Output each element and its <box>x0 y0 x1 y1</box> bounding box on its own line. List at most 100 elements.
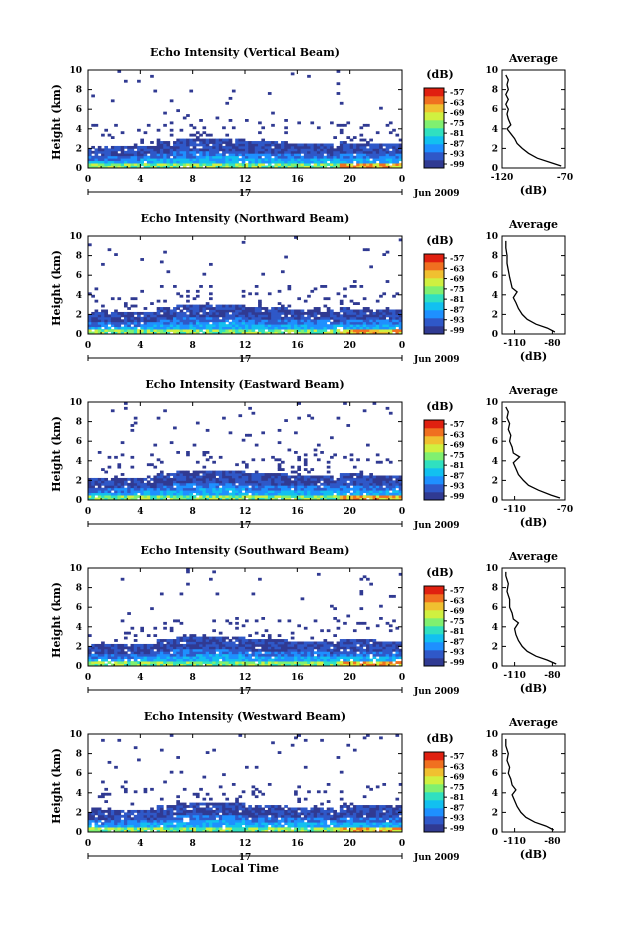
heatmap-cell <box>326 643 331 647</box>
heatmap-cell <box>173 150 177 154</box>
heatmap-cell <box>159 656 164 660</box>
heatmap-cell <box>231 163 236 166</box>
heatmap-cell <box>209 158 213 162</box>
heatmap-cell <box>222 485 226 489</box>
heatmap-cell <box>346 163 351 166</box>
colorbar-swatch <box>424 310 444 319</box>
heatmap-cell <box>228 482 233 486</box>
heatmap-cell <box>287 482 292 486</box>
heatmap-cell <box>238 473 243 476</box>
heatmap-cell <box>169 316 174 320</box>
heatmap-cell <box>110 663 115 667</box>
heatmap-cell <box>274 663 279 667</box>
heatmap-cell <box>215 646 220 650</box>
heatmap-cell <box>366 653 370 657</box>
heatmap-cell <box>310 150 315 154</box>
heatmap-cell <box>254 158 259 162</box>
heatmap-cell <box>192 309 197 313</box>
heatmap-cell <box>388 629 393 633</box>
heatmap-cell <box>251 473 256 476</box>
heatmap-cell <box>264 658 269 662</box>
heatmap-cell <box>245 163 249 166</box>
heatmap-cell <box>173 656 177 660</box>
heatmap-cell <box>94 817 99 821</box>
heatmap-cell <box>120 453 125 457</box>
heatmap-cell <box>290 663 295 667</box>
heatmap-cell <box>284 490 288 494</box>
heatmap-cell <box>290 470 295 474</box>
heatmap-cell <box>209 331 213 335</box>
heatmap-cell <box>192 158 197 162</box>
heatmap-cell <box>159 329 164 332</box>
heatmap-cell <box>186 480 190 484</box>
heatmap-cell <box>290 490 295 494</box>
heatmap-cell <box>323 658 328 662</box>
heatmap-cell <box>313 658 318 662</box>
heatmap-cell <box>280 324 285 328</box>
heatmap-cell <box>326 656 331 660</box>
heatmap-cell <box>169 311 174 315</box>
heatmap-cell <box>153 663 158 667</box>
colorbar-tick-label: -57 <box>450 253 464 263</box>
heatmap-cell <box>336 165 341 169</box>
heatmap-cell <box>228 316 233 320</box>
heatmap-cell <box>300 321 305 325</box>
heatmap-cell <box>267 324 272 328</box>
heatmap-cell <box>159 827 164 830</box>
heatmap-cell <box>398 656 403 660</box>
heatmap-cell <box>346 482 351 486</box>
heatmap-cell <box>300 143 305 147</box>
heatmap-cell <box>209 473 213 476</box>
x-tick-label: 4 <box>137 341 143 351</box>
heatmap-cell <box>287 490 292 494</box>
heatmap-cell <box>120 643 125 647</box>
heatmap-cell <box>379 651 383 655</box>
heatmap-cell <box>320 646 324 650</box>
heatmap-cell <box>97 487 102 491</box>
heatmap-cell <box>166 809 171 813</box>
heatmap-cell <box>189 133 194 137</box>
heatmap-cell <box>258 490 262 494</box>
heatmap-cell <box>248 143 252 147</box>
heatmap-cell <box>307 158 311 162</box>
heatmap-cell <box>150 316 154 320</box>
heatmap-cell <box>156 643 161 647</box>
heatmap-cell <box>97 814 102 818</box>
heatmap-cell <box>251 141 256 144</box>
heatmap-cell <box>107 163 112 166</box>
heatmap-cell <box>163 477 167 481</box>
heatmap-cell <box>362 495 367 498</box>
heatmap-cell <box>251 324 256 328</box>
heatmap-cell <box>130 812 135 816</box>
heatmap-cell <box>104 651 109 655</box>
heatmap-cell <box>379 641 383 645</box>
heatmap-cell <box>101 651 105 655</box>
heatmap-cell <box>117 653 122 657</box>
heatmap-cell <box>150 643 154 647</box>
heatmap-cell <box>248 661 252 664</box>
heatmap-cell <box>300 497 305 501</box>
heatmap-cell <box>385 331 390 335</box>
heatmap-cell <box>228 639 233 642</box>
colorbar-swatch <box>424 326 444 335</box>
heatmap-cell <box>127 817 131 821</box>
heatmap-cell <box>94 651 99 655</box>
heatmap-cell <box>114 482 118 486</box>
heatmap-cell <box>369 160 373 164</box>
heatmap-cell <box>153 319 158 323</box>
heatmap-cell <box>222 165 226 169</box>
heatmap-cell <box>137 827 141 830</box>
heatmap-cell <box>294 495 298 498</box>
heatmap-cell <box>212 155 216 159</box>
heatmap-cell <box>356 485 360 489</box>
heatmap-cell <box>379 165 383 169</box>
heatmap-cell <box>150 653 154 657</box>
heatmap-cell <box>146 646 151 650</box>
heatmap-cell <box>303 468 308 471</box>
heatmap-cell <box>379 163 383 166</box>
heatmap-cell <box>398 497 403 501</box>
heatmap-cell <box>261 634 266 637</box>
heatmap-cell <box>222 470 226 474</box>
heatmap-cell <box>267 150 272 154</box>
heatmap-cell <box>228 480 233 484</box>
